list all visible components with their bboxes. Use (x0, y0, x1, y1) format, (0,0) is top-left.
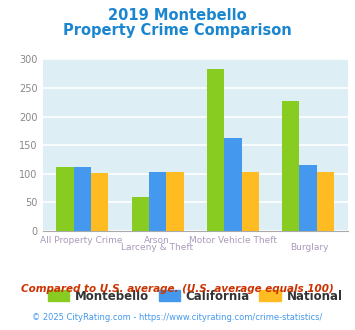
Bar (132, 197, 149, 231)
Bar (91, 173, 108, 231)
Bar (56, 167, 74, 231)
Text: Motor Vehicle Theft: Motor Vehicle Theft (190, 236, 277, 245)
Bar (166, 172, 184, 231)
Bar (207, 69, 224, 231)
Bar (241, 172, 259, 231)
Text: Burglary: Burglary (290, 243, 329, 251)
Bar (149, 172, 166, 231)
Bar (282, 101, 299, 231)
Bar (317, 172, 334, 231)
Text: © 2025 CityRating.com - https://www.cityrating.com/crime-statistics/: © 2025 CityRating.com - https://www.city… (32, 313, 323, 322)
Text: Arson: Arson (144, 236, 170, 245)
Text: Compared to U.S. average. (U.S. average equals 100): Compared to U.S. average. (U.S. average … (21, 284, 334, 294)
Bar (74, 167, 91, 231)
Bar (224, 138, 241, 231)
Text: Property Crime Comparison: Property Crime Comparison (63, 23, 292, 38)
Bar (299, 165, 317, 231)
Text: Larceny & Theft: Larceny & Theft (121, 243, 193, 251)
Legend: Montebello, California, National: Montebello, California, National (43, 285, 347, 308)
Text: 2019 Montebello: 2019 Montebello (108, 8, 247, 23)
Text: All Property Crime: All Property Crime (39, 236, 122, 245)
